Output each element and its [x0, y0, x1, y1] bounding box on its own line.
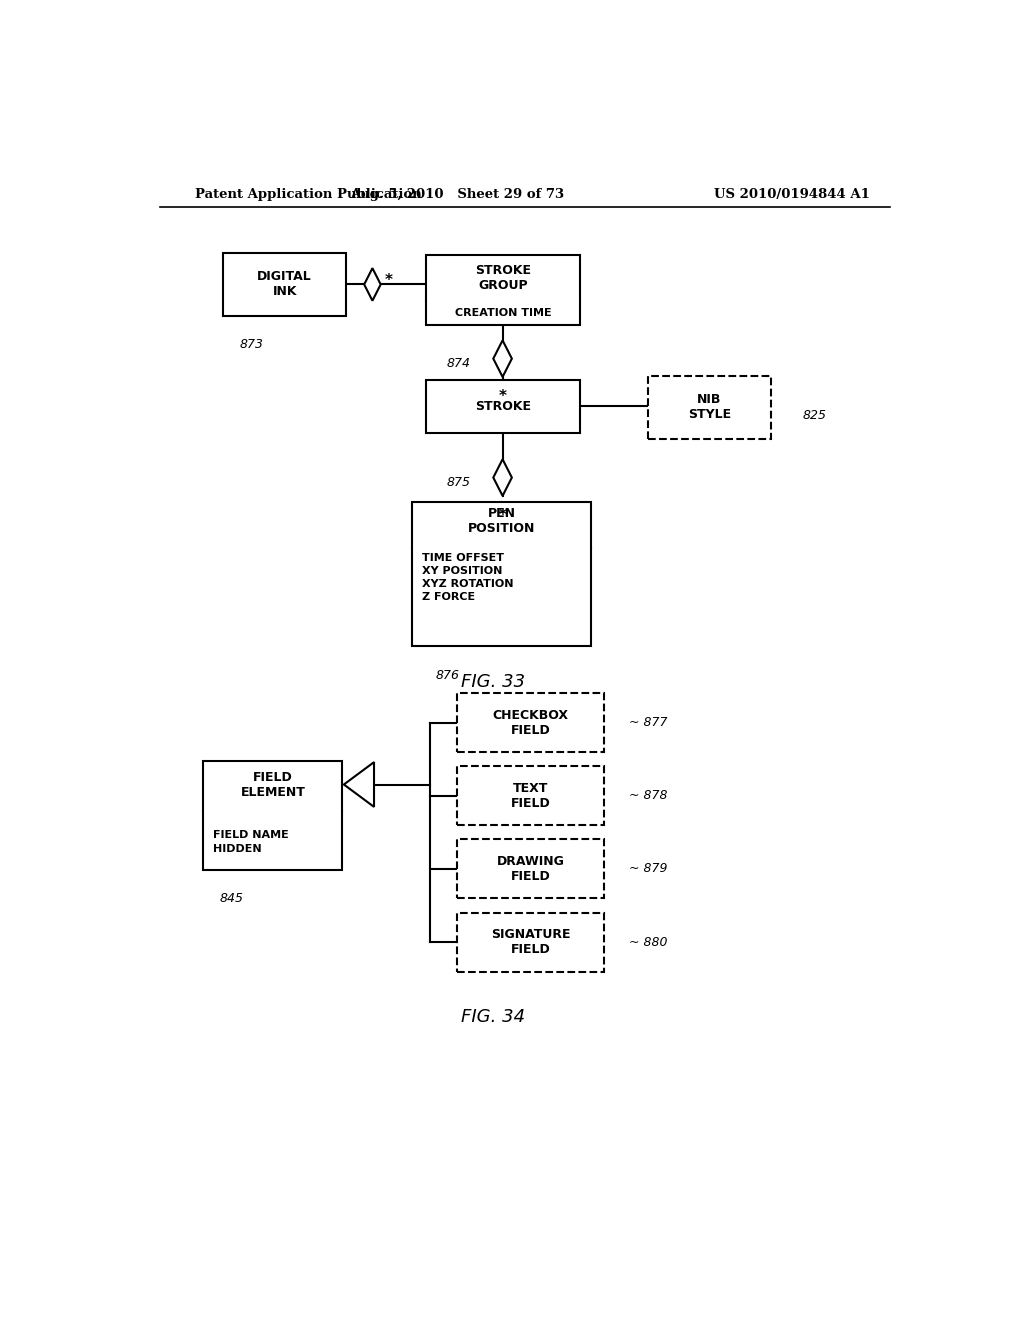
Text: FIELD
ELEMENT: FIELD ELEMENT — [241, 771, 305, 799]
Text: Aug. 5, 2010   Sheet 29 of 73: Aug. 5, 2010 Sheet 29 of 73 — [350, 189, 564, 202]
Text: 825: 825 — [803, 409, 826, 422]
Text: *: * — [499, 389, 507, 404]
Text: SIGNATURE
FIELD: SIGNATURE FIELD — [490, 928, 570, 956]
Bar — [458, 693, 604, 752]
Text: 875: 875 — [446, 477, 471, 490]
Text: 876: 876 — [436, 669, 460, 681]
Text: DRAWING
FIELD: DRAWING FIELD — [497, 855, 564, 883]
Text: PEN
POSITION: PEN POSITION — [468, 507, 536, 535]
Text: STROKE: STROKE — [475, 400, 531, 413]
Polygon shape — [344, 762, 374, 807]
Text: *: * — [385, 273, 392, 288]
Bar — [412, 502, 592, 647]
Text: ~ 877: ~ 877 — [629, 715, 667, 729]
Text: *: * — [499, 508, 507, 523]
Text: FIELD NAME
HIDDEN: FIELD NAME HIDDEN — [213, 830, 289, 854]
Text: ~ 878: ~ 878 — [629, 789, 667, 803]
Text: STROKE
GROUP: STROKE GROUP — [475, 264, 531, 292]
Text: TEXT
FIELD: TEXT FIELD — [511, 781, 551, 809]
Text: 845: 845 — [219, 892, 244, 906]
Text: DIGITAL
INK: DIGITAL INK — [257, 271, 312, 298]
Bar — [223, 253, 346, 315]
Bar — [458, 766, 604, 825]
Text: FIG. 33: FIG. 33 — [461, 673, 525, 690]
Text: NIB
STYLE: NIB STYLE — [688, 393, 731, 421]
Text: TIME OFFSET
XY POSITION
XYZ ROTATION
Z FORCE: TIME OFFSET XY POSITION XYZ ROTATION Z F… — [422, 553, 513, 602]
Bar — [426, 255, 581, 325]
Bar — [458, 840, 604, 899]
Text: CHECKBOX
FIELD: CHECKBOX FIELD — [493, 709, 568, 737]
Text: 873: 873 — [239, 338, 263, 351]
Bar — [426, 380, 581, 433]
Text: Patent Application Publication: Patent Application Publication — [196, 189, 422, 202]
Bar — [648, 376, 771, 440]
Text: FIG. 34: FIG. 34 — [461, 1008, 525, 1026]
Text: 874: 874 — [446, 358, 471, 370]
Text: ~ 879: ~ 879 — [629, 862, 667, 875]
Text: US 2010/0194844 A1: US 2010/0194844 A1 — [714, 189, 870, 202]
Bar — [204, 762, 342, 870]
Text: CREATION TIME: CREATION TIME — [455, 308, 551, 318]
Text: ~ 880: ~ 880 — [629, 936, 667, 949]
Bar — [458, 912, 604, 972]
